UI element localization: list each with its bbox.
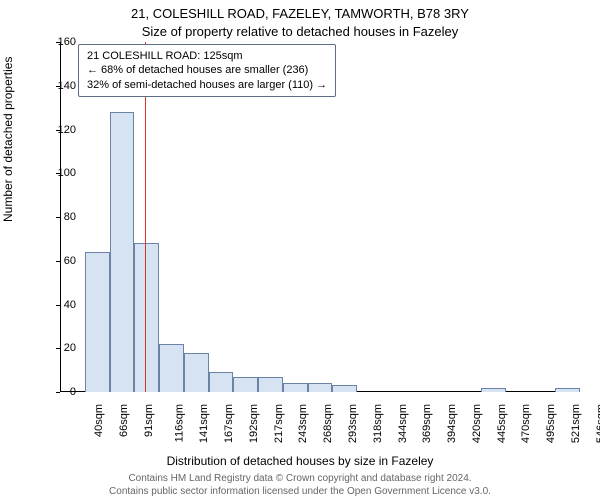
x-axis-label: Distribution of detached houses by size … bbox=[0, 454, 600, 468]
x-tick-label: 521sqm bbox=[570, 404, 582, 443]
x-tick-label: 192sqm bbox=[248, 404, 260, 443]
chart-title-line1: 21, COLESHILL ROAD, FAZELEY, TAMWORTH, B… bbox=[0, 6, 600, 21]
histogram-bar bbox=[481, 388, 506, 392]
y-axis-label: Number of detached properties bbox=[1, 57, 15, 222]
annotation-line2: ← 68% of detached houses are smaller (23… bbox=[87, 63, 327, 77]
x-tick-label: 268sqm bbox=[322, 404, 334, 443]
histogram-bar bbox=[184, 353, 209, 392]
footer-line1: Contains HM Land Registry data © Crown c… bbox=[0, 473, 600, 486]
x-tick-label: 217sqm bbox=[273, 404, 285, 443]
x-tick-label: 344sqm bbox=[397, 404, 409, 443]
x-tick-label: 546sqm bbox=[595, 404, 600, 443]
histogram-bar bbox=[85, 252, 110, 392]
x-tick-label: 420sqm bbox=[471, 404, 483, 443]
annotation-line1: 21 COLESHILL ROAD: 125sqm bbox=[87, 49, 327, 63]
histogram-bar bbox=[555, 388, 580, 392]
histogram-bar bbox=[233, 377, 258, 392]
chart-title-line2: Size of property relative to detached ho… bbox=[0, 24, 600, 39]
x-tick-label: 445sqm bbox=[496, 404, 508, 443]
histogram-bar bbox=[110, 112, 135, 392]
histogram-bar bbox=[332, 385, 357, 392]
histogram-bar bbox=[159, 344, 184, 392]
histogram-bar bbox=[283, 383, 308, 392]
annotation-box: 21 COLESHILL ROAD: 125sqm ← 68% of detac… bbox=[78, 44, 336, 97]
x-tick-label: 116sqm bbox=[173, 404, 185, 442]
x-tick-label: 40sqm bbox=[93, 404, 105, 437]
footer-line2: Contains public sector information licen… bbox=[0, 486, 600, 499]
x-tick-label: 394sqm bbox=[446, 404, 458, 443]
x-tick-label: 141sqm bbox=[199, 404, 211, 443]
x-tick-label: 369sqm bbox=[421, 404, 433, 443]
histogram-bar bbox=[209, 372, 234, 392]
x-tick-label: 470sqm bbox=[520, 404, 532, 443]
x-tick-label: 66sqm bbox=[118, 404, 130, 437]
histogram-bar bbox=[308, 383, 333, 392]
chart-container: 21, COLESHILL ROAD, FAZELEY, TAMWORTH, B… bbox=[0, 0, 600, 500]
x-tick-label: 293sqm bbox=[347, 404, 359, 443]
x-tick-label: 243sqm bbox=[298, 404, 310, 443]
y-tick-mark bbox=[56, 392, 60, 393]
x-tick-label: 495sqm bbox=[545, 404, 557, 443]
footer: Contains HM Land Registry data © Crown c… bbox=[0, 473, 600, 498]
annotation-line3: 32% of semi-detached houses are larger (… bbox=[87, 78, 327, 92]
x-tick-label: 91sqm bbox=[143, 404, 155, 437]
histogram-bar bbox=[134, 243, 159, 392]
x-tick-label: 167sqm bbox=[223, 404, 235, 443]
histogram-bar bbox=[258, 377, 283, 392]
x-tick-label: 318sqm bbox=[372, 404, 384, 443]
